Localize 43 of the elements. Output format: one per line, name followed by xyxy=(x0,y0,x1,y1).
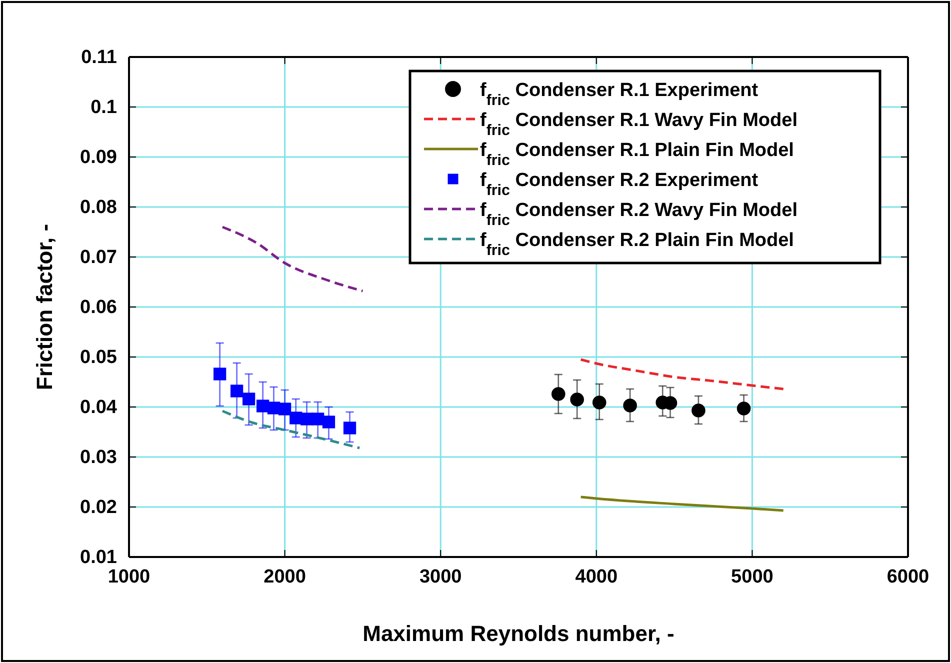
line-series xyxy=(221,410,361,450)
x-tick-label: 6000 xyxy=(886,566,930,588)
point xyxy=(256,400,270,412)
line-series xyxy=(221,226,364,292)
point xyxy=(592,396,606,410)
legend-label: f$_{fric}$ Condenser R.1 Wavy Fin Model xyxy=(480,110,798,138)
point xyxy=(692,404,706,418)
y-tick-label: 0.07 xyxy=(80,247,117,268)
point xyxy=(230,384,244,398)
point xyxy=(736,402,751,416)
y-tick-label: 0.08 xyxy=(80,197,117,218)
x-tick-label: 1000 xyxy=(108,566,150,588)
x-tick-label: 5000 xyxy=(731,566,774,588)
y-tick-label: 0.01 xyxy=(80,547,118,568)
x-tick-label: 4000 xyxy=(575,566,618,588)
y-tick-label: 0.03 xyxy=(80,447,117,468)
point xyxy=(322,416,336,428)
legend-label: f$_{fric}$ Condenser R.2 Experiment xyxy=(480,170,759,198)
y-tick-label: 0.09 xyxy=(80,147,117,168)
point xyxy=(623,398,637,412)
x-tick-label: 3000 xyxy=(419,566,462,588)
point xyxy=(551,387,566,401)
legend-label: f$_{fric}$ Condenser R.1 Experiment xyxy=(480,80,759,108)
legend-label: f$_{fric}$ Condenser R.2 Wavy Fin Model xyxy=(480,200,798,228)
y-axis-title: Friction factor, - xyxy=(32,224,57,390)
point xyxy=(312,412,324,426)
point xyxy=(214,368,226,380)
point xyxy=(242,392,256,406)
legend-label: f$_{fric}$ Condenser R.1 Plain Fin Model xyxy=(480,140,794,168)
legend-label: f$_{fric}$ Condenser R.2 Plain Fin Model xyxy=(480,230,794,258)
y-tick-label: 0.05 xyxy=(80,347,118,368)
line-series xyxy=(580,358,785,390)
x-axis-title: Maximum Reynolds number, - xyxy=(362,621,674,646)
x-tick-label: 2000 xyxy=(264,566,306,588)
point xyxy=(343,422,356,434)
y-tick-label: 0.1 xyxy=(90,97,118,118)
y-tick-label: 0.02 xyxy=(80,497,117,518)
y-tick-label: 0.04 xyxy=(80,397,118,418)
y-tick-label: 0.06 xyxy=(80,297,117,318)
point xyxy=(278,402,292,416)
point xyxy=(570,392,584,406)
line-series xyxy=(580,496,785,512)
y-tick-label: 0.11 xyxy=(81,47,118,68)
